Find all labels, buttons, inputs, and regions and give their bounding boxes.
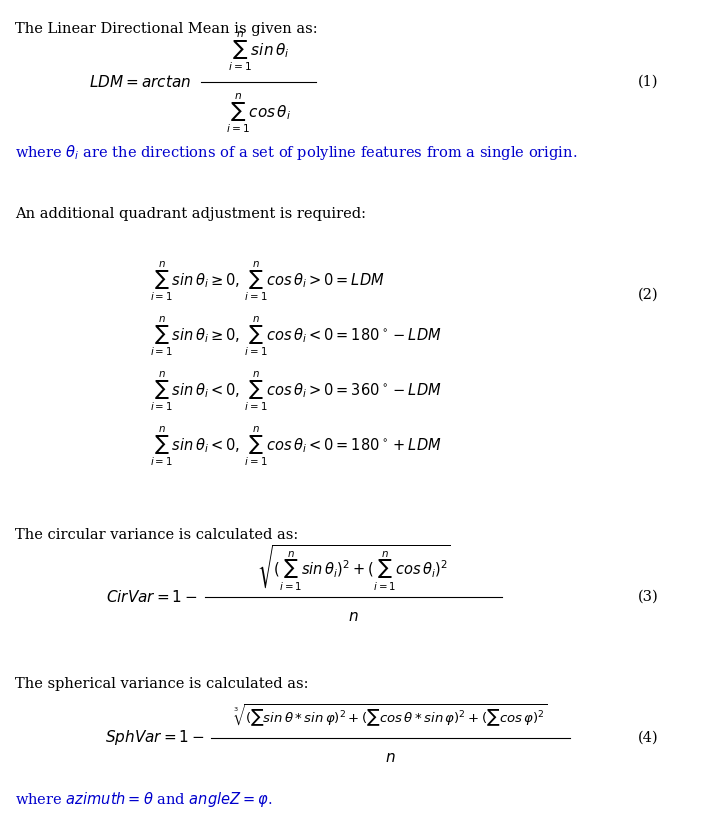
Text: $n$: $n$ <box>348 610 359 623</box>
Text: $LDM = arctan\,$: $LDM = arctan\,$ <box>89 74 191 90</box>
Text: $\sum_{i=1}^{n} sin\,\theta_i < 0,\, \sum_{i=1}^{n} cos\,\theta_i > 0 = 360^\cir: $\sum_{i=1}^{n} sin\,\theta_i < 0,\, \su… <box>150 370 442 413</box>
Text: $\sum_{i=1}^{n} cos\,\theta_i$: $\sum_{i=1}^{n} cos\,\theta_i$ <box>226 91 292 134</box>
Text: (2): (2) <box>638 288 658 302</box>
Text: $CirVar = 1 -$: $CirVar = 1 -$ <box>106 588 198 605</box>
Text: $\sum_{i=1}^{n} sin\,\theta_i < 0,\, \sum_{i=1}^{n} cos\,\theta_i < 0 = 180^\cir: $\sum_{i=1}^{n} sin\,\theta_i < 0,\, \su… <box>150 425 442 468</box>
Text: where $\theta_i$ are the directions of a set of polyline features from a single : where $\theta_i$ are the directions of a… <box>15 143 578 161</box>
Text: $n$: $n$ <box>385 751 396 765</box>
Text: (4): (4) <box>638 731 658 745</box>
Text: $\sqrt[3]{(\sum sin\,\theta * sin\,\varphi)^2 + (\sum cos\,\theta * sin\,\varphi: $\sqrt[3]{(\sum sin\,\theta * sin\,\varp… <box>234 702 548 729</box>
Text: The spherical variance is calculated as:: The spherical variance is calculated as: <box>15 677 309 691</box>
Text: $\sum_{i=1}^{n} sin\,\theta_i$: $\sum_{i=1}^{n} sin\,\theta_i$ <box>228 30 289 73</box>
Text: where $\mathit{azimuth} = \theta$ and $\mathit{angleZ} = \varphi$.: where $\mathit{azimuth} = \theta$ and $\… <box>15 791 273 809</box>
Text: $\sum_{i=1}^{n} sin\,\theta_i \geq 0,\, \sum_{i=1}^{n} cos\,\theta_i > 0 = LDM$: $\sum_{i=1}^{n} sin\,\theta_i \geq 0,\, … <box>150 260 385 303</box>
Text: The Linear Directional Mean is given as:: The Linear Directional Mean is given as: <box>15 21 318 36</box>
Text: An additional quadrant adjustment is required:: An additional quadrant adjustment is req… <box>15 207 366 222</box>
Text: (3): (3) <box>638 589 658 604</box>
Text: $SphVar = 1 -$: $SphVar = 1 -$ <box>105 729 205 747</box>
Text: $\sqrt{(\sum_{i=1}^{n} sin\,\theta_i)^2 + (\sum_{i=1}^{n} cos\,\theta_i)^2}$: $\sqrt{(\sum_{i=1}^{n} sin\,\theta_i)^2 … <box>256 544 450 593</box>
Text: (1): (1) <box>638 75 658 89</box>
Text: The circular variance is calculated as:: The circular variance is calculated as: <box>15 528 298 542</box>
Text: $\sum_{i=1}^{n} sin\,\theta_i \geq 0,\, \sum_{i=1}^{n} cos\,\theta_i < 0 = 180^\: $\sum_{i=1}^{n} sin\,\theta_i \geq 0,\, … <box>150 315 442 358</box>
